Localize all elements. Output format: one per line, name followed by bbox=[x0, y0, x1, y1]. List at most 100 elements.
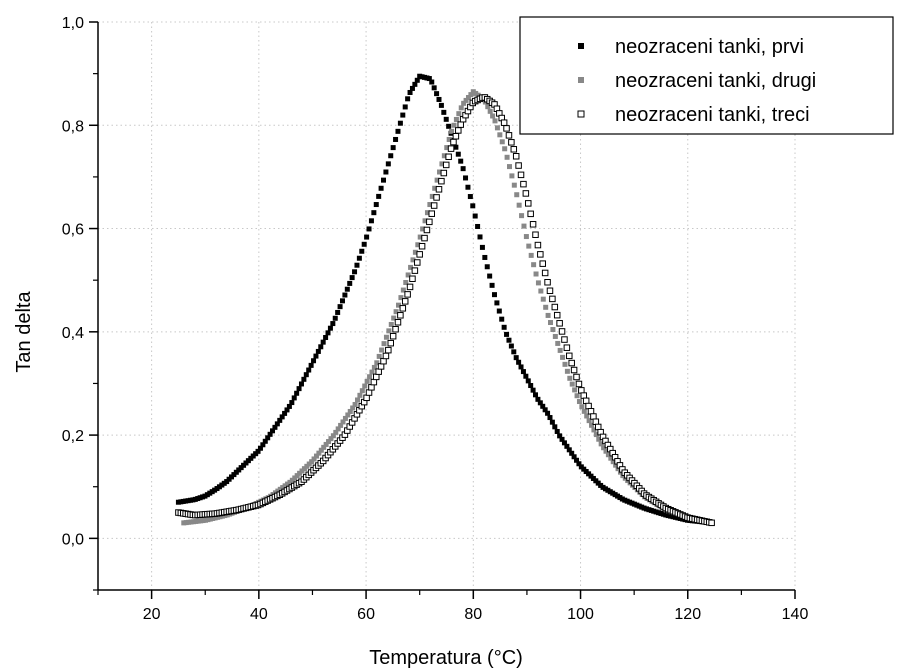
data-point bbox=[499, 139, 505, 145]
data-point bbox=[496, 308, 502, 314]
data-point bbox=[371, 210, 377, 216]
data-point bbox=[598, 441, 604, 447]
data-point bbox=[294, 390, 300, 396]
data-point bbox=[515, 162, 522, 169]
data-point bbox=[551, 303, 559, 311]
data-point bbox=[364, 378, 370, 384]
data-point bbox=[381, 341, 387, 347]
data-point bbox=[569, 381, 575, 387]
data-point bbox=[552, 333, 558, 339]
data-point bbox=[385, 346, 392, 354]
data-point bbox=[578, 77, 584, 83]
data-point bbox=[373, 373, 380, 381]
data-point bbox=[453, 116, 459, 122]
data-point bbox=[447, 145, 455, 152]
data-point bbox=[446, 136, 452, 142]
data-point bbox=[366, 226, 372, 232]
data-point bbox=[516, 359, 522, 365]
data-point bbox=[554, 428, 560, 434]
data-point bbox=[257, 445, 263, 451]
data-point bbox=[397, 120, 403, 126]
legend-entry: neozraceni tanki, treci bbox=[577, 104, 810, 126]
data-point bbox=[455, 127, 462, 134]
data-point bbox=[510, 146, 518, 153]
data-point bbox=[582, 397, 590, 405]
data-point bbox=[457, 121, 464, 128]
data-point bbox=[615, 466, 621, 472]
data-point bbox=[388, 153, 394, 159]
data-point bbox=[580, 392, 588, 399]
data-point bbox=[394, 319, 402, 326]
data-point bbox=[298, 381, 304, 387]
data-point bbox=[440, 169, 448, 177]
data-point bbox=[479, 244, 485, 250]
data-point bbox=[537, 400, 543, 406]
data-point bbox=[340, 419, 346, 425]
data-point bbox=[326, 439, 332, 445]
data-point bbox=[530, 387, 536, 393]
data-point bbox=[487, 108, 493, 114]
data-point bbox=[521, 223, 527, 229]
data-point bbox=[503, 125, 510, 132]
data-point bbox=[449, 128, 455, 134]
data-point bbox=[468, 92, 474, 98]
data-point bbox=[415, 242, 421, 248]
data-point bbox=[492, 118, 498, 124]
data-point bbox=[381, 177, 387, 183]
data-point bbox=[460, 166, 466, 172]
data-point bbox=[420, 226, 426, 232]
data-point bbox=[423, 226, 431, 234]
data-point bbox=[277, 417, 283, 423]
data-point bbox=[533, 271, 539, 277]
y-tick-label: 0,8 bbox=[62, 118, 84, 135]
data-point bbox=[561, 336, 568, 343]
data-point bbox=[397, 312, 404, 319]
data-point bbox=[396, 302, 402, 308]
data-point bbox=[387, 339, 394, 347]
data-point bbox=[347, 280, 353, 286]
data-point bbox=[386, 328, 392, 334]
data-point bbox=[337, 304, 343, 310]
data-point bbox=[563, 344, 571, 351]
data-point bbox=[500, 119, 508, 126]
data-point bbox=[342, 415, 348, 421]
data-point bbox=[308, 362, 314, 368]
data-point bbox=[429, 193, 435, 199]
data-point bbox=[553, 311, 561, 319]
x-tick-label: 100 bbox=[567, 606, 594, 623]
data-point bbox=[315, 348, 321, 354]
data-point bbox=[323, 441, 329, 447]
axes bbox=[97, 22, 795, 591]
data-point bbox=[321, 444, 327, 450]
data-point bbox=[516, 202, 522, 208]
data-point bbox=[309, 459, 315, 465]
data-point bbox=[497, 132, 503, 138]
legend: neozraceni tanki, prvi neozraceni tanki, … bbox=[519, 16, 894, 135]
data-point bbox=[442, 161, 450, 169]
data-point bbox=[544, 278, 551, 286]
data-point bbox=[383, 169, 389, 175]
data-point bbox=[441, 153, 447, 159]
data-point bbox=[511, 182, 517, 188]
data-point bbox=[414, 259, 421, 266]
x-tick-label: 20 bbox=[143, 606, 161, 623]
data-point bbox=[421, 234, 428, 242]
data-point bbox=[359, 248, 365, 254]
data-point bbox=[327, 325, 333, 331]
data-point bbox=[335, 426, 341, 432]
data-point bbox=[438, 102, 444, 108]
data-point bbox=[434, 177, 440, 183]
data-point bbox=[581, 408, 587, 414]
data-point bbox=[318, 447, 324, 453]
data-point bbox=[446, 123, 452, 129]
data-point bbox=[272, 424, 278, 430]
data-point bbox=[434, 91, 440, 97]
data-point bbox=[357, 392, 363, 398]
data-point bbox=[325, 330, 331, 336]
data-point bbox=[458, 105, 464, 111]
data-point bbox=[575, 380, 583, 388]
data-point bbox=[262, 438, 268, 444]
data-point bbox=[267, 431, 273, 437]
data-point bbox=[529, 221, 537, 228]
data-point bbox=[594, 423, 602, 431]
